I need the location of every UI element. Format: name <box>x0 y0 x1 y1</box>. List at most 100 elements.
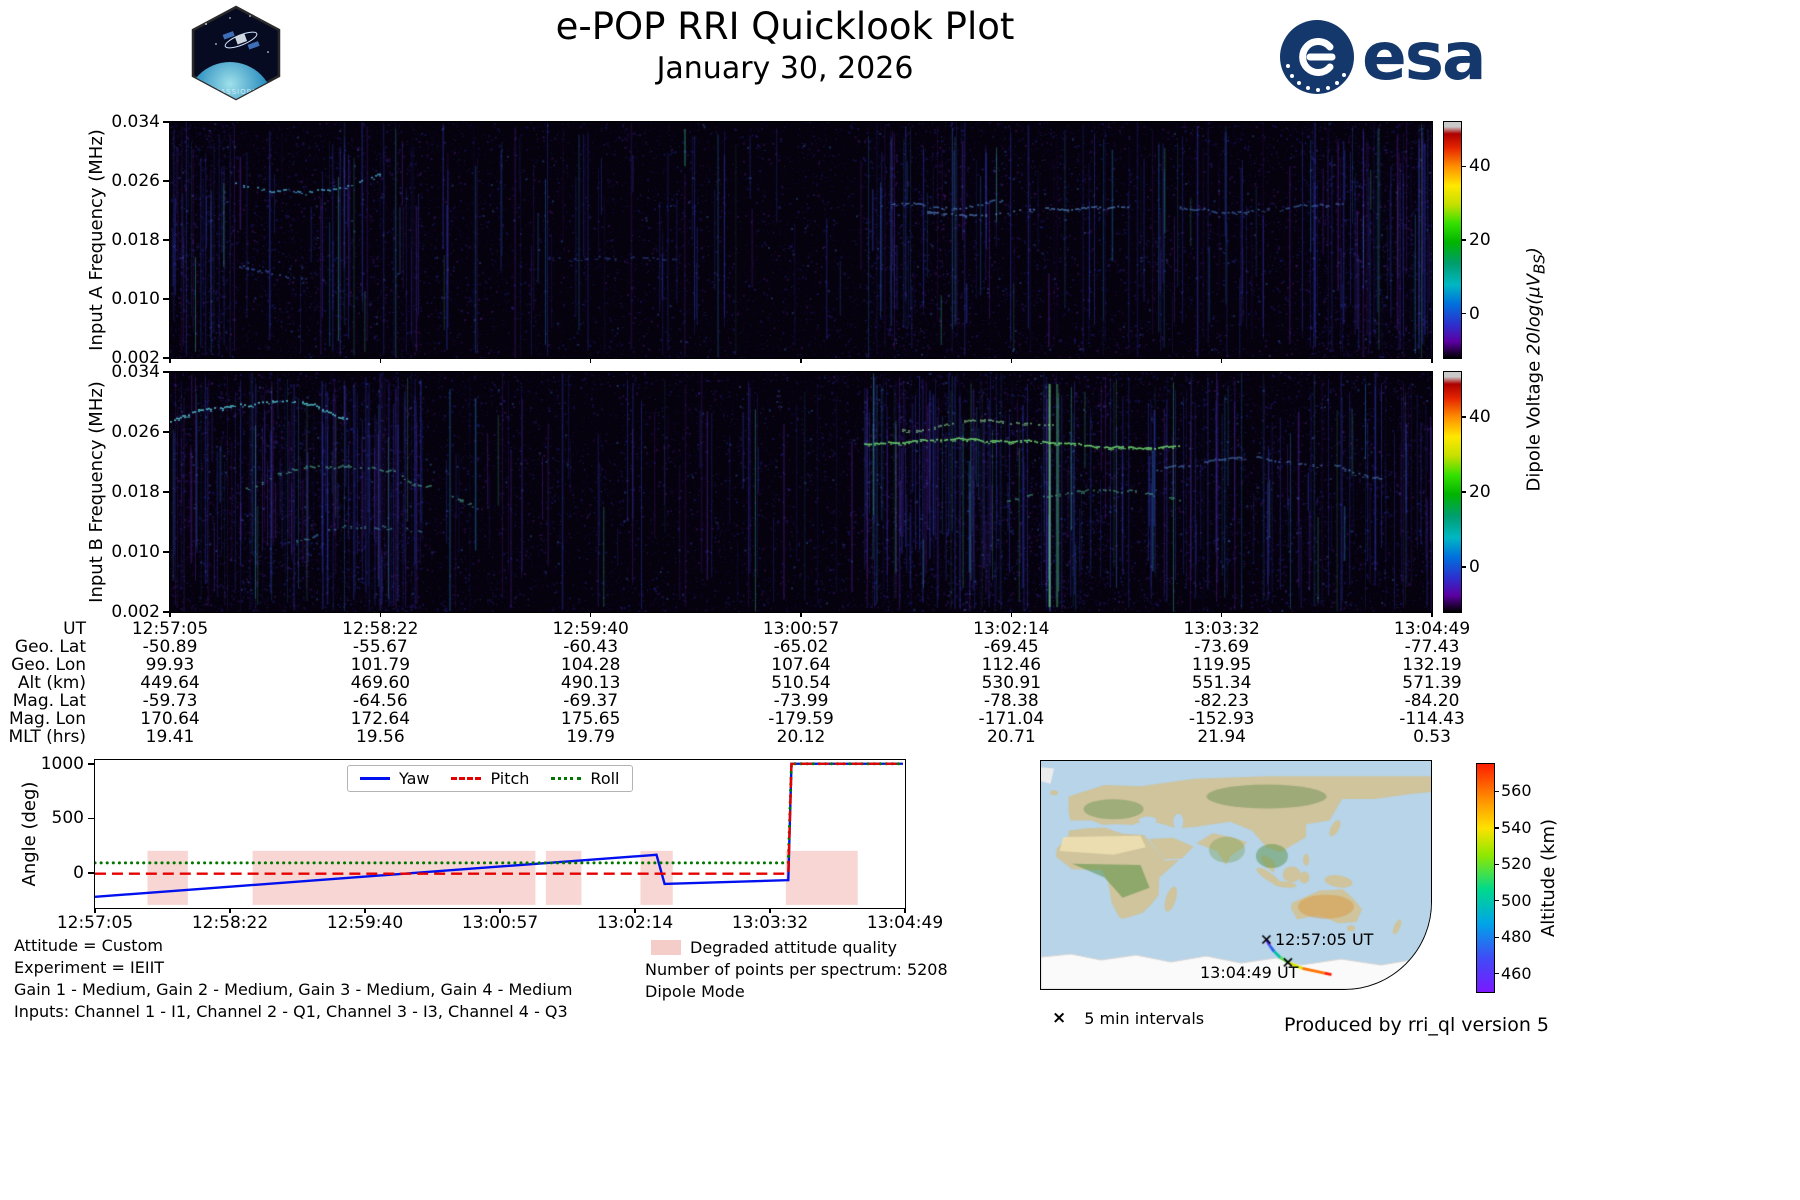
patch-mission-name: CASSIOPE <box>215 88 258 96</box>
ephemeris-value: 175.65 <box>560 709 621 729</box>
legend-item-pitch: Pitch <box>451 769 529 788</box>
x-marker-icon: × <box>1052 1008 1067 1028</box>
angle-legend: Yaw Pitch Roll <box>347 765 633 792</box>
ephemeris-value: -69.45 <box>983 637 1039 657</box>
colorbar-label-sub: BS <box>1530 254 1549 274</box>
altitude-tick-mark <box>1494 827 1499 829</box>
ephemeris-row: Mag. Lat -59.73 -64.56 -69.37 -73.99 -78.38 -8… <box>0 692 1560 710</box>
ephemeris-row: MLT (hrs) 19.41 19.56 19.79 20.12 20.71 21.94 0… <box>0 728 1560 746</box>
freq-tick-mark <box>163 357 170 359</box>
pitch-line-icon <box>451 777 482 780</box>
angle-xtick-label: 13:00:57 <box>461 913 539 933</box>
ground-track-map <box>1040 760 1432 990</box>
altitude-tick-mark <box>1494 900 1499 902</box>
plot-date: January 30, 2026 <box>656 50 914 86</box>
ephemeris-value: 571.39 <box>1402 673 1462 693</box>
altitude-tick-mark <box>1494 936 1499 938</box>
ephemeris-value: 13:03:32 <box>1183 619 1260 639</box>
angle-xtick-mark <box>634 908 636 913</box>
gains-note: Gain 1 - Medium, Gain 2 - Medium, Gain 3… <box>14 980 573 999</box>
ephemeris-value: 112.46 <box>981 655 1042 675</box>
ephemeris-value: -77.43 <box>1404 637 1460 657</box>
angle-xtick-mark <box>499 908 501 913</box>
freq-tick-mark <box>163 491 170 493</box>
spectrogram-input-b <box>169 371 1433 613</box>
colorbar-tick-mark <box>1461 165 1466 167</box>
title-block: e-POP RRI Quicklook Plot January 30, 202… <box>285 5 1285 86</box>
legend-item-roll: Roll <box>551 769 620 788</box>
roll-line-icon <box>551 777 582 780</box>
attitude-note: Attitude = Custom <box>14 936 163 955</box>
ephemeris-value: 530.91 <box>981 673 1042 693</box>
angle-xtick-label: 12:57:05 <box>56 913 134 933</box>
world-map-canvas <box>1041 761 1431 989</box>
track-start-time-label: 12:57:05 UT <box>1275 930 1374 949</box>
angle-xtick-label: 13:02:14 <box>596 913 674 933</box>
ephemeris-row-label: Alt (km) <box>17 673 86 693</box>
ephemeris-value: -82.23 <box>1194 691 1250 711</box>
ephemeris-value: 20.71 <box>986 727 1036 747</box>
interval-legend-text: 5 min intervals <box>1084 1008 1205 1028</box>
colorbar-label-prefix: Dipole Voltage <box>1523 355 1545 492</box>
ephemeris-row: Mag. Lon 170.64 172.64 175.65 -179.59 -171.04… <box>0 710 1560 728</box>
ephemeris-value: 0.53 <box>1413 727 1451 747</box>
ephemeris-value: -55.67 <box>352 637 408 657</box>
angle-ylabel: Angle (deg) <box>19 781 40 887</box>
plot-title: e-POP RRI Quicklook Plot <box>555 5 1015 48</box>
time-tick-mark <box>379 358 382 363</box>
colorbar-input-a <box>1443 121 1462 359</box>
time-tick-mark <box>1010 358 1013 363</box>
legend-label-yaw: Yaw <box>399 769 430 788</box>
ephemeris-value: 13:04:49 <box>1393 619 1471 639</box>
ephemeris-value: 510.54 <box>771 673 831 693</box>
legend-label-roll: Roll <box>590 769 620 788</box>
ephemeris-value: 21.94 <box>1197 727 1246 747</box>
angle-xtick-mark <box>94 908 96 913</box>
time-tick-mark <box>379 612 382 617</box>
ephemeris-table: UT 12:57:05 12:58:22 12:59:40 13:00:57 13:02:… <box>0 620 1560 750</box>
legend-item-yaw: Yaw <box>360 769 429 788</box>
attitude-angle-canvas <box>93 762 905 905</box>
colorbar-tick-mark <box>1461 239 1466 241</box>
ephemeris-value: 99.93 <box>145 655 195 675</box>
colorbar-tick-mark <box>1461 313 1466 315</box>
time-tick-mark <box>1431 358 1433 363</box>
altitude-colorbar <box>1476 763 1495 993</box>
colorbar-tick-mark <box>1461 416 1466 418</box>
dipole-mode-note: Dipole Mode <box>645 982 745 1001</box>
ephemeris-value: 20.12 <box>776 727 826 747</box>
points-per-spectrum-note: Number of points per spectrum: 5208 <box>645 960 948 979</box>
ephemeris-value: 449.64 <box>140 673 200 693</box>
ephemeris-value: -114.43 <box>1399 709 1465 729</box>
angle-xtick-label: 13:04:49 <box>866 913 944 933</box>
ephemeris-row: UT 12:57:05 12:58:22 12:59:40 13:00:57 13:02:… <box>0 620 1560 638</box>
ephemeris-value: 12:57:05 <box>131 619 209 639</box>
ephemeris-value: -60.43 <box>563 637 619 657</box>
ephemeris-value: -152.93 <box>1188 709 1255 729</box>
ephemeris-row: Alt (km) 449.64 469.60 490.13 510.54 530.91 55… <box>0 674 1560 692</box>
ephemeris-value: -84.20 <box>1404 691 1460 711</box>
colorbar-tick-label: 0 <box>1469 303 1480 324</box>
freq-tick-mark <box>163 298 170 300</box>
ephemeris-row-label: MLT (hrs) <box>8 727 86 747</box>
ephemeris-row: Geo. Lat -50.89 -55.67 -60.43 -65.02 -69.45 -7… <box>0 638 1560 656</box>
angle-ytick-mark <box>88 763 95 765</box>
colorbar-tick-label: 40 <box>1469 407 1491 427</box>
colorbar-tick-label: 20 <box>1469 230 1491 250</box>
ephemeris-value: -78.38 <box>983 691 1039 711</box>
spectrogram-input-a <box>169 121 1433 359</box>
altitude-tick-mark <box>1494 790 1499 793</box>
ephemeris-value: -64.56 <box>352 691 408 711</box>
ephemeris-value: 12:59:40 <box>552 619 629 639</box>
freq-tick-mark <box>163 431 170 433</box>
time-tick-mark <box>800 358 802 363</box>
ephemeris-value: -50.89 <box>142 637 198 657</box>
interval-legend: × 5 min intervals <box>1052 1008 1204 1028</box>
altitude-tick-mark <box>1494 863 1499 865</box>
colorbar-label-math: 20log(μV <box>1523 273 1545 356</box>
inputs-note: Inputs: Channel 1 - I1, Channel 2 - Q1, … <box>14 1002 568 1021</box>
colorbar-input-b <box>1443 371 1462 613</box>
degraded-quality-label: Degraded attitude quality <box>690 938 897 957</box>
ephemeris-row-label: Mag. Lon <box>8 709 86 729</box>
